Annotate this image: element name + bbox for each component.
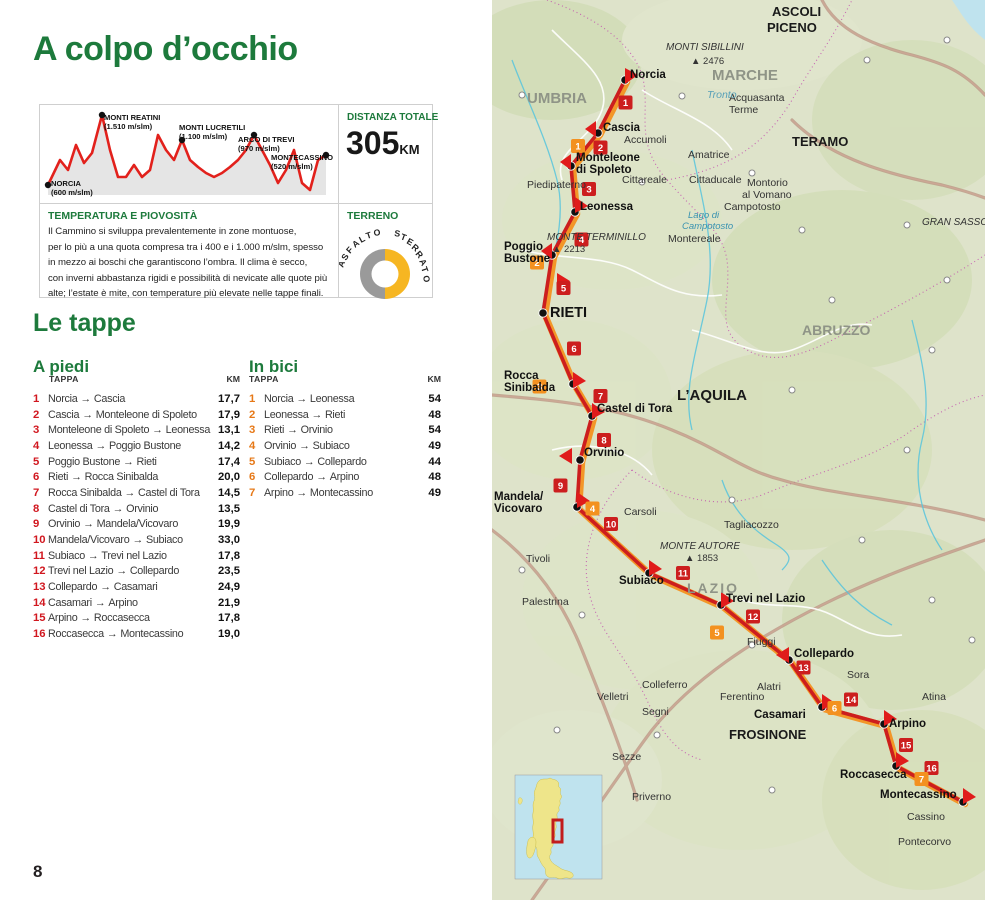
svg-text:Bustone: Bustone — [504, 253, 550, 265]
svg-text:Sora: Sora — [847, 669, 869, 681]
svg-text:GRAN SASSO D’ITALIA: GRAN SASSO D’ITALIA — [922, 217, 985, 228]
svg-text:▲ 2476: ▲ 2476 — [691, 56, 724, 67]
svg-text:T: T — [365, 230, 374, 241]
svg-text:Segni: Segni — [642, 706, 669, 718]
svg-text:Rocca: Rocca — [504, 370, 539, 382]
svg-text:FROSINONE: FROSINONE — [729, 727, 807, 742]
svg-text:3: 3 — [586, 185, 591, 196]
svg-text:Castel di Tora: Castel di Tora — [597, 403, 673, 415]
svg-text:▲ 1853: ▲ 1853 — [685, 553, 718, 564]
svg-text:TERAMO: TERAMO — [792, 134, 848, 149]
svg-text:Pontecorvo: Pontecorvo — [898, 836, 951, 848]
svg-text:13: 13 — [798, 663, 809, 674]
svg-text:12: 12 — [748, 612, 759, 623]
svg-text:Cascia: Cascia — [603, 122, 641, 134]
svg-text:al Vomano: al Vomano — [742, 189, 792, 201]
svg-text:Poggio: Poggio — [504, 241, 543, 253]
svg-text:Tivoli: Tivoli — [526, 553, 550, 565]
svg-text:Priverno: Priverno — [632, 791, 671, 803]
svg-text:10: 10 — [606, 520, 617, 531]
svg-text:Lago di: Lago di — [688, 210, 720, 221]
svg-text:Montorio: Montorio — [747, 177, 788, 189]
svg-text:Arpino: Arpino — [889, 718, 926, 730]
svg-text:L’AQUILA: L’AQUILA — [677, 387, 747, 404]
svg-text:7: 7 — [598, 392, 603, 403]
svg-text:Vicovaro: Vicovaro — [494, 503, 542, 515]
svg-text:Roccasecca: Roccasecca — [840, 769, 907, 781]
svg-text:Campotosto: Campotosto — [682, 221, 733, 232]
svg-text:MONTE TERMINILLO: MONTE TERMINILLO — [547, 232, 646, 243]
svg-text:Tronto: Tronto — [707, 89, 737, 101]
svg-text:RIETI: RIETI — [550, 305, 587, 321]
svg-text:1: 1 — [623, 98, 629, 109]
svg-text:11: 11 — [678, 569, 689, 580]
svg-text:Terme: Terme — [729, 104, 758, 116]
svg-text:Subiaco: Subiaco — [619, 575, 664, 587]
svg-text:Colleferro: Colleferro — [642, 679, 688, 691]
svg-text:Sinibalda: Sinibalda — [504, 382, 556, 394]
svg-text:7: 7 — [919, 775, 924, 786]
svg-text:Cassino: Cassino — [907, 811, 945, 823]
svg-text:15: 15 — [901, 741, 912, 752]
svg-text:Monteleone: Monteleone — [576, 152, 640, 164]
svg-text:UMBRIA: UMBRIA — [527, 90, 587, 107]
svg-text:Amatrice: Amatrice — [688, 149, 730, 161]
svg-text:Cittareale: Cittareale — [622, 174, 667, 186]
svg-text:Carsoli: Carsoli — [624, 506, 657, 518]
svg-text:6: 6 — [832, 704, 837, 715]
svg-text:Leonessa: Leonessa — [580, 201, 634, 213]
svg-text:PICENO: PICENO — [767, 20, 817, 35]
svg-text:1: 1 — [575, 142, 581, 153]
svg-text:5: 5 — [561, 284, 567, 295]
svg-text:Campotosto: Campotosto — [724, 201, 781, 213]
svg-text:O: O — [421, 275, 432, 284]
svg-text:Montecassino: Montecassino — [880, 789, 957, 801]
svg-text:Ferentino: Ferentino — [720, 691, 765, 703]
svg-text:Acquasanta: Acquasanta — [729, 92, 785, 104]
svg-text:MONTI SIBILLINI: MONTI SIBILLINI — [666, 42, 744, 53]
svg-text:Piedipaterno: Piedipaterno — [527, 179, 586, 191]
svg-text:Casamari: Casamari — [754, 709, 806, 721]
svg-text:Velletri: Velletri — [597, 691, 629, 703]
svg-text:9: 9 — [558, 481, 563, 492]
svg-text:Cittaducale: Cittaducale — [689, 174, 742, 186]
svg-text:MARCHE: MARCHE — [712, 67, 778, 84]
svg-text:▲ 2213: ▲ 2213 — [552, 244, 585, 255]
svg-text:ASCOLI: ASCOLI — [772, 4, 821, 19]
svg-text:Palestrina: Palestrina — [522, 596, 569, 608]
svg-text:Collepardo: Collepardo — [794, 648, 854, 660]
svg-text:5: 5 — [714, 628, 720, 639]
svg-text:Norcia: Norcia — [630, 69, 666, 81]
svg-text:Atina: Atina — [922, 691, 946, 703]
svg-text:8: 8 — [601, 436, 606, 447]
svg-text:Orvinio: Orvinio — [584, 447, 624, 459]
svg-text:Fiuggi: Fiuggi — [747, 636, 776, 648]
svg-text:Accumoli: Accumoli — [624, 134, 667, 146]
svg-text:Tagliacozzo: Tagliacozzo — [724, 519, 779, 531]
svg-text:O: O — [373, 227, 381, 238]
svg-text:Mandela/: Mandela/ — [494, 491, 544, 503]
svg-text:14: 14 — [846, 695, 857, 706]
svg-text:4: 4 — [590, 504, 596, 515]
svg-text:ABRUZZO: ABRUZZO — [802, 322, 871, 338]
svg-text:Sezze: Sezze — [612, 751, 641, 763]
svg-text:6: 6 — [571, 344, 576, 355]
svg-text:MONTE AUTORE: MONTE AUTORE — [660, 541, 740, 552]
svg-text:Montereale: Montereale — [668, 233, 721, 245]
svg-text:LAZIO: LAZIO — [687, 580, 739, 596]
